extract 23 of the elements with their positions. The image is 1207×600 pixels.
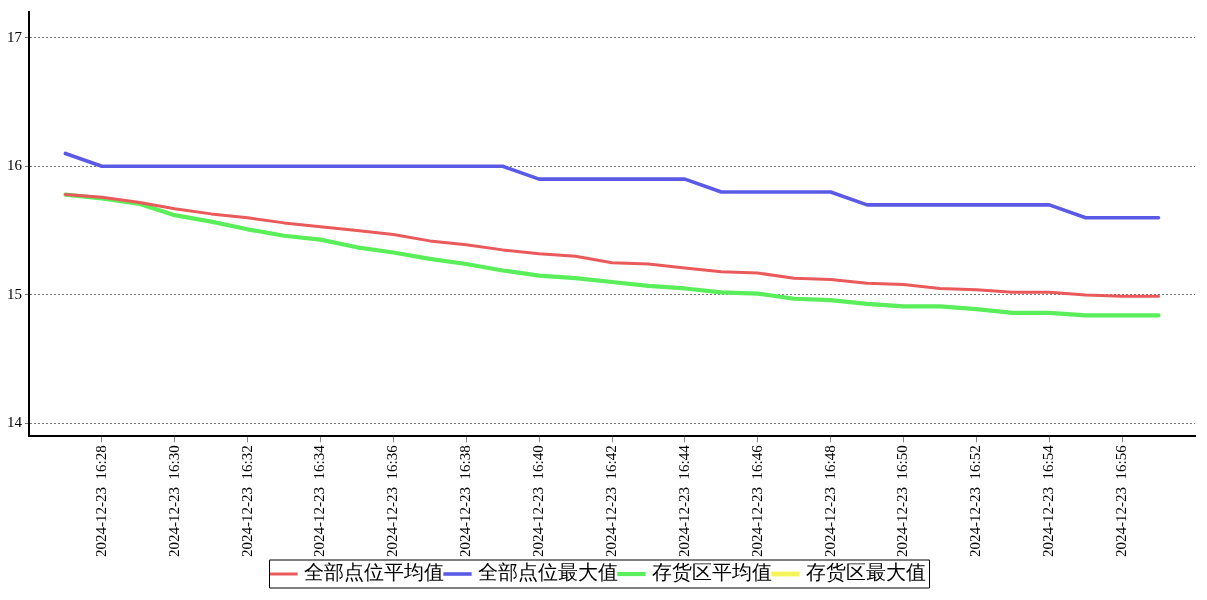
- x-tick-label: 2024-12-23 16:38: [457, 445, 474, 558]
- x-tick-label: 2024-12-23 16:32: [238, 445, 255, 558]
- legend-label: 存货区平均值: [651, 561, 772, 584]
- x-tick-label: 2024-12-23 16:50: [894, 445, 911, 558]
- legend-label: 存货区最大值: [805, 561, 926, 584]
- x-tick-label: 2024-12-23 16:44: [675, 444, 692, 558]
- x-tick-label: 2024-12-23 16:34: [311, 444, 328, 558]
- x-tick-label: 2024-12-23 16:30: [165, 445, 182, 558]
- x-tick-label: 2024-12-23 16:56: [1113, 444, 1130, 558]
- x-tick-label: 2024-12-23 16:54: [1040, 444, 1057, 558]
- x-tick-label: 2024-12-23 16:46: [748, 444, 765, 558]
- x-tick-label: 2024-12-23 16:52: [967, 445, 984, 558]
- y-tick-label: 15: [7, 285, 22, 302]
- x-tick-label: 2024-12-23 16:48: [821, 445, 838, 558]
- y-tick-label: 14: [7, 414, 23, 431]
- y-tick-label: 16: [7, 157, 23, 174]
- x-tick-label: 2024-12-23 16:36: [384, 444, 401, 558]
- x-tick-label: 2024-12-23 16:40: [530, 445, 547, 558]
- legend-label: 全部点位最大值: [477, 561, 618, 584]
- legend-label: 全部点位平均值: [303, 561, 444, 584]
- y-tick-label: 17: [7, 28, 23, 45]
- x-tick-label: 2024-12-23 16:42: [602, 445, 619, 558]
- x-tick-label: 2024-12-23 16:28: [92, 445, 109, 558]
